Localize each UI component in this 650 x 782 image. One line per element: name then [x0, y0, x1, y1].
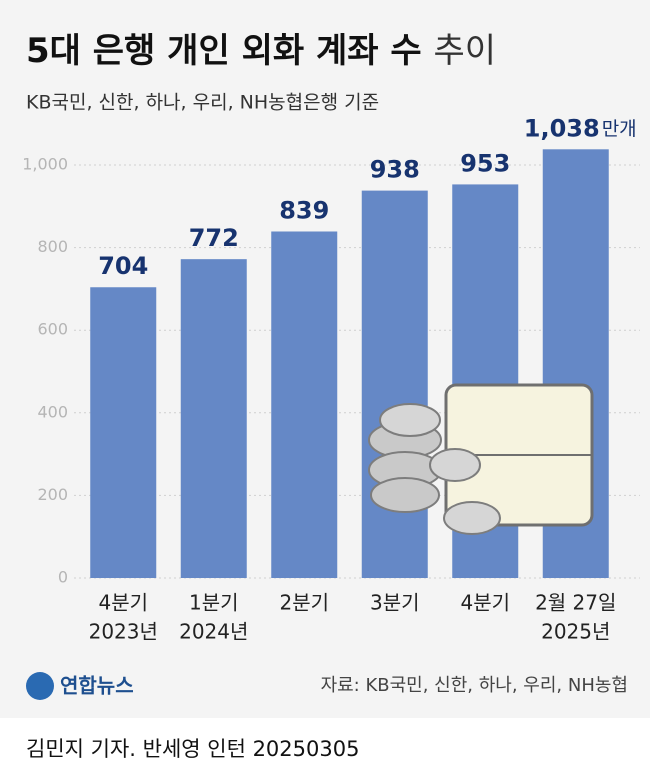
y-tick-label: 400 — [37, 402, 68, 421]
bar — [361, 190, 428, 578]
logo-text: 연합뉴스 — [60, 674, 134, 698]
x-tick-label: 3분기 — [370, 591, 420, 615]
x-tick-label: 2024년 — [179, 620, 248, 644]
byline: 김민지 기자. 반세영 인턴 20250305 — [26, 737, 359, 761]
x-tick-label: 1분기 — [189, 591, 239, 615]
x-tick-label: 2분기 — [279, 591, 329, 615]
x-tick-label: 4분기 — [460, 591, 510, 615]
y-tick-label: 800 — [37, 237, 68, 256]
value-label: 938 — [370, 156, 420, 184]
y-tick-label: 1,000 — [22, 155, 68, 174]
logo-mark — [26, 672, 54, 700]
bar — [90, 287, 157, 578]
x-tick-label: 2월 27일 — [535, 591, 616, 615]
value-label: 772 — [189, 224, 239, 252]
coin — [429, 448, 481, 482]
unit-label: 만개 — [602, 118, 637, 140]
bar — [271, 231, 338, 579]
title-suffix: 추이 — [434, 31, 497, 71]
decoration — [368, 383, 594, 535]
coin — [443, 501, 501, 535]
x-tick-label: 4분기 — [98, 591, 148, 615]
title-main: 5대 은행 개인 외화 계좌 수 — [26, 31, 422, 71]
value-label: 1,038 — [524, 114, 600, 142]
y-tick-label: 0 — [58, 568, 68, 587]
value-label: 953 — [460, 149, 510, 177]
value-label: 704 — [98, 252, 148, 280]
x-tick-label: 2023년 — [89, 620, 158, 644]
subtitle: KB국민, 신한, 하나, 우리, NH농협은행 기준 — [26, 92, 379, 114]
value-label: 839 — [279, 196, 329, 224]
y-tick-label: 600 — [37, 320, 68, 339]
source: 자료: KB국민, 신한, 하나, 우리, NH농협 — [321, 675, 628, 696]
y-tick-label: 200 — [37, 485, 68, 504]
chart-title: 5대 은행 개인 외화 계좌 수 추이 — [26, 31, 496, 71]
coin — [370, 477, 440, 513]
coin — [379, 403, 441, 437]
bar — [180, 259, 247, 578]
x-tick-label: 2025년 — [541, 620, 610, 644]
